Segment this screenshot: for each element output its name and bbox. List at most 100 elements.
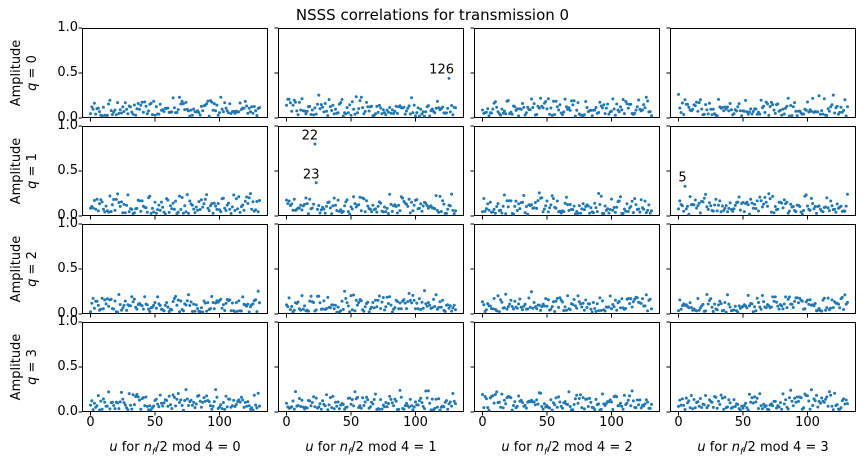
xtick-label-mod0-0: 0	[86, 415, 95, 430]
ylabel-q-value-text: q = 3	[25, 349, 40, 385]
axes-frame	[670, 126, 856, 216]
scatter-points	[677, 184, 849, 216]
xtick-label-mod3-100: 100	[795, 415, 820, 430]
ytick-label-q1-0.0: 0.0	[57, 208, 78, 223]
subplot-q1-mod2	[470, 125, 660, 220]
annotation-5: 5	[678, 170, 687, 186]
axes-frame	[670, 322, 856, 412]
axes-frame	[82, 126, 268, 216]
ylabel-q2: Amplitude q = 2	[9, 236, 42, 303]
scatter-points	[285, 76, 457, 118]
axes-frame	[670, 28, 856, 118]
tick-marks	[666, 223, 809, 318]
axes-frame	[82, 322, 268, 412]
axes-frame	[474, 28, 660, 118]
axes-frame	[474, 126, 660, 216]
annotation-126: 126	[429, 62, 454, 78]
ylabel-q1: Amplitude q = 1	[9, 138, 42, 205]
scatter-points	[481, 95, 653, 118]
subplot-q3-mod1	[274, 321, 464, 416]
subplot-q3-mod2	[470, 321, 660, 416]
axes-frame	[278, 224, 464, 314]
scatter-points	[285, 142, 457, 216]
xtick-label-mod3-0: 0	[674, 415, 683, 430]
scatter-points	[677, 293, 849, 314]
subplot-q0-mod2	[470, 27, 660, 122]
ylabel-q3: Amplitude q = 3	[9, 334, 42, 401]
tick-marks	[274, 321, 417, 416]
xlabel-mod0: u for nf/2 mod 4 = 0	[109, 440, 241, 458]
ytick-label-q2-0.5: 0.5	[57, 261, 78, 276]
tick-marks	[274, 27, 417, 122]
ytick-label-q3-0.5: 0.5	[57, 359, 78, 374]
axes-frame	[82, 28, 268, 118]
tick-marks	[470, 125, 613, 220]
xlabel-mod2: u for nf/2 mod 4 = 2	[501, 440, 633, 458]
xtick-label-mod2-50: 50	[538, 415, 556, 430]
scatter-points	[481, 290, 653, 314]
xlabel-mod1: u for nf/2 mod 4 = 1	[305, 440, 437, 458]
scatter-points	[285, 289, 457, 314]
subplot-q0-mod0	[78, 27, 268, 122]
tick-marks	[470, 223, 613, 318]
subplot-q2-mod1	[274, 223, 464, 318]
scatter-points	[89, 192, 261, 216]
ytick-label-q1-1.0: 1.0	[57, 118, 78, 133]
xlabel-mod3: u for nf/2 mod 4 = 3	[697, 440, 829, 458]
subplot-q2-mod0	[78, 223, 268, 318]
ytick-label-q0-0.0: 0.0	[57, 110, 78, 125]
scatter-points	[677, 388, 849, 412]
tick-marks	[78, 321, 221, 416]
ylabel-amplitude-text: Amplitude	[8, 235, 24, 303]
axes-frame	[278, 322, 464, 412]
scatter-points	[89, 388, 261, 412]
subplot-q1-mod1	[274, 125, 464, 220]
axes-frame	[82, 224, 268, 314]
scatter-points	[481, 191, 653, 216]
ytick-label-q2-0.0: 0.0	[57, 306, 78, 321]
tick-marks	[470, 27, 613, 122]
tick-marks	[78, 223, 221, 318]
ylabel-q0: Amplitude q = 0	[9, 40, 42, 107]
axes-frame	[474, 322, 660, 412]
ytick-label-q0-0.5: 0.5	[57, 65, 78, 80]
xtick-label-mod1-50: 50	[342, 415, 360, 430]
ylabel-amplitude-text: Amplitude	[8, 39, 24, 107]
xtick-label-mod0-100: 100	[207, 415, 232, 430]
ylabel-amplitude-text: Amplitude	[8, 137, 24, 205]
tick-marks	[666, 321, 809, 416]
ytick-label-q1-0.5: 0.5	[57, 163, 78, 178]
tick-marks	[274, 223, 417, 318]
ylabel-q-value-text: q = 1	[25, 153, 40, 189]
xtick-label-mod2-0: 0	[478, 415, 487, 430]
annotation-22: 22	[301, 128, 319, 144]
axes-frame	[474, 224, 660, 314]
axes-frame	[670, 224, 856, 314]
scatter-points	[285, 388, 457, 412]
axes-frame	[278, 28, 464, 118]
subplot-q1-mod0	[78, 125, 268, 220]
xtick-label-mod1-100: 100	[403, 415, 428, 430]
subplot-q1-mod3	[666, 125, 856, 220]
xtick-label-mod0-50: 50	[146, 415, 164, 430]
ylabel-amplitude-text: Amplitude	[8, 333, 24, 401]
ytick-label-q0-1.0: 1.0	[57, 20, 78, 35]
ylabel-q-value-text: q = 2	[25, 251, 40, 287]
subplot-q3-mod3	[666, 321, 856, 416]
subplot-q3-mod0	[78, 321, 268, 416]
tick-marks	[666, 125, 809, 220]
subplot-q2-mod2	[470, 223, 660, 318]
tick-marks	[78, 125, 221, 220]
ylabel-q-value-text: q = 0	[25, 55, 40, 91]
ytick-label-q2-1.0: 1.0	[57, 216, 78, 231]
ytick-label-q3-1.0: 1.0	[57, 314, 78, 329]
xtick-label-mod2-100: 100	[599, 415, 624, 430]
scatter-points	[89, 95, 261, 118]
annotation-23: 23	[302, 166, 320, 182]
subplot-q0-mod1	[274, 27, 464, 122]
ytick-label-q3-0.0: 0.0	[57, 404, 78, 419]
tick-marks	[470, 321, 613, 416]
axes-frame	[278, 126, 464, 216]
scatter-points	[89, 289, 261, 314]
